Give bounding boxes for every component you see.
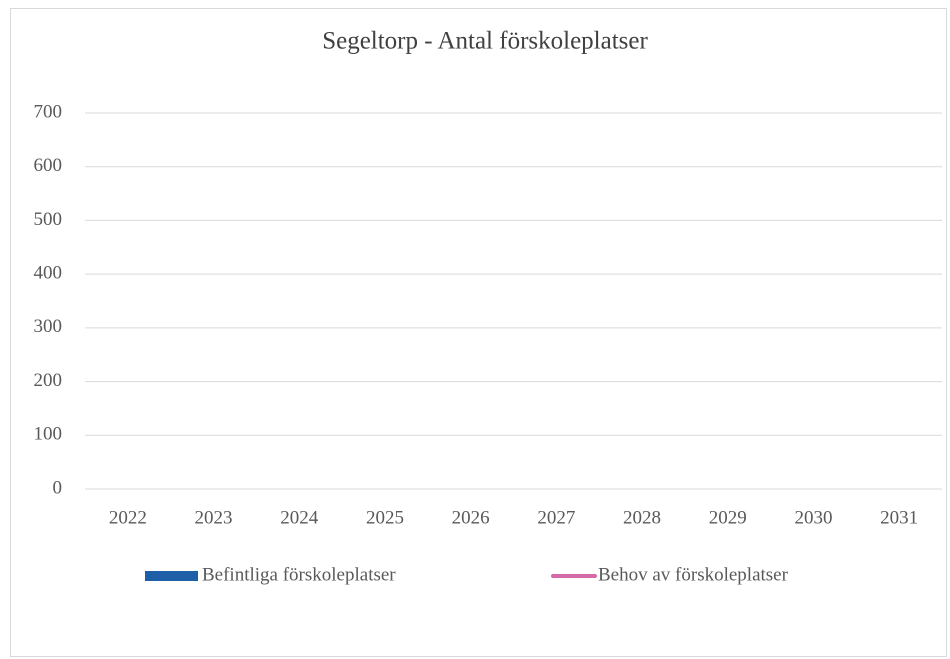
x-tick-label: 2025 — [366, 507, 404, 528]
y-tick-label: 0 — [53, 477, 63, 498]
y-tick-label: 400 — [34, 263, 63, 284]
legend-label: Befintliga förskoleplatser — [202, 564, 396, 585]
x-tick-label: 2027 — [537, 507, 575, 528]
y-tick-label: 100 — [34, 424, 63, 445]
y-tick-label: 200 — [34, 370, 63, 391]
x-tick-label: 2031 — [880, 507, 918, 528]
x-tick-label: 2026 — [452, 507, 490, 528]
x-tick-label: 2023 — [195, 507, 233, 528]
x-tick-label: 2022 — [109, 507, 147, 528]
x-tick-label: 2030 — [794, 507, 832, 528]
chart-frame — [10, 8, 947, 657]
x-tick-label: 2029 — [709, 507, 747, 528]
legend-swatch — [145, 571, 198, 581]
y-tick-label: 600 — [34, 155, 63, 176]
y-tick-label: 300 — [34, 316, 63, 337]
x-tick-label: 2024 — [280, 507, 319, 528]
y-tick-label: 500 — [34, 209, 63, 230]
legend-label: Behov av förskoleplatser — [598, 564, 789, 585]
y-tick-label: 700 — [34, 101, 63, 122]
x-tick-label: 2028 — [623, 507, 661, 528]
chart-title: Segeltorp - Antal förskoleplatser — [322, 28, 648, 55]
